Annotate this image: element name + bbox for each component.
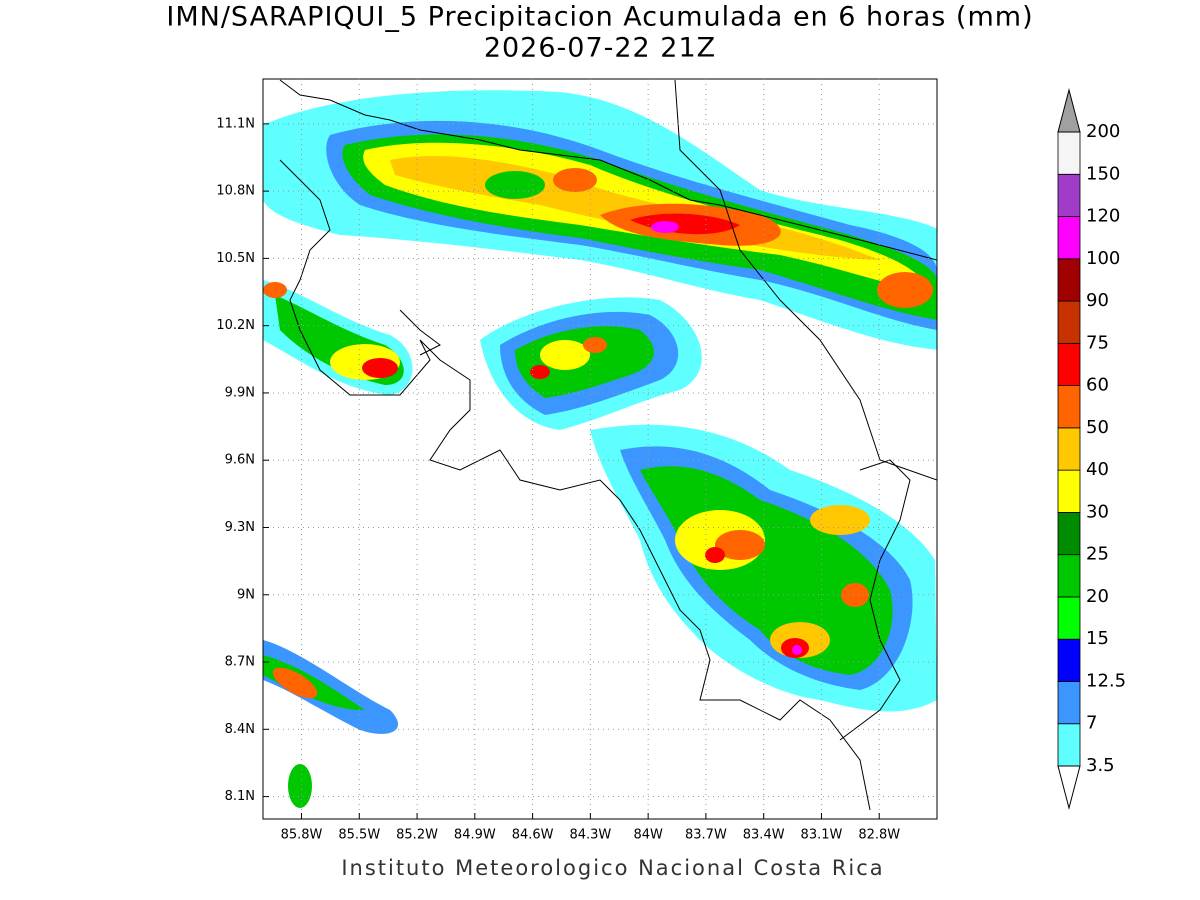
title: IMN/SARAPIQUI_5 Precipitacion Acumulada … bbox=[166, 2, 1033, 33]
colorbar-label: 50 bbox=[1086, 417, 1109, 438]
colorbar-bin bbox=[1057, 723, 1081, 767]
colorbar-label: 25 bbox=[1086, 544, 1109, 565]
coastline bbox=[279, 79, 937, 811]
x-tick-label: 83.7W bbox=[685, 828, 727, 843]
colorbar-over bbox=[1057, 88, 1081, 133]
y-tick-label: 8.4N bbox=[225, 722, 255, 737]
y-tick-label: 9.3N bbox=[225, 520, 255, 535]
colorbar-label: 40 bbox=[1086, 459, 1109, 480]
y-tick-label: 11.1N bbox=[216, 116, 255, 131]
footer: Instituto Meteorologico Nacional Costa R… bbox=[341, 856, 884, 880]
colorbar-bin bbox=[1057, 469, 1081, 513]
colorbar-bin bbox=[1057, 427, 1081, 471]
subtitle: 2026-07-22 21Z bbox=[484, 33, 716, 64]
colorbar-label: 15 bbox=[1086, 628, 1109, 649]
map-frame bbox=[262, 78, 938, 820]
colorbar-bin bbox=[1057, 638, 1081, 682]
x-tick-label: 83.4W bbox=[743, 828, 785, 843]
x-tick-label: 84.9W bbox=[454, 828, 496, 843]
axis-ticks: 85.8W 85.5W 85.2W 84.9W 84.6W 84.3W 84W 83.7W 83… bbox=[216, 116, 900, 842]
colorbar-label: 100 bbox=[1086, 248, 1120, 269]
colorbar-bin bbox=[1057, 131, 1081, 175]
y-tick-label: 10.2N bbox=[216, 318, 255, 333]
x-tick-label: 83.1W bbox=[801, 828, 843, 843]
colorbar-label: 150 bbox=[1086, 163, 1120, 184]
colorbar-bin bbox=[1057, 554, 1081, 598]
y-tick-label: 10.5N bbox=[216, 251, 255, 266]
colorbar-label: 20 bbox=[1086, 586, 1109, 607]
colorbar-bin bbox=[1057, 216, 1081, 260]
colorbar-bin bbox=[1057, 512, 1081, 556]
colorbar-bin bbox=[1057, 258, 1081, 302]
x-tick-label: 84W bbox=[633, 828, 663, 843]
colorbar-bin bbox=[1057, 385, 1081, 429]
colorbar-label: 60 bbox=[1086, 375, 1109, 396]
colorbar-label: 12.5 bbox=[1086, 670, 1126, 691]
colorbar-label: 200 bbox=[1086, 121, 1120, 142]
y-tick-label: 9.6N bbox=[225, 453, 255, 468]
y-tick-label: 9.9N bbox=[225, 385, 255, 400]
colorbar-bin bbox=[1057, 173, 1081, 217]
x-tick-label: 85.5W bbox=[338, 828, 380, 843]
y-tick-label: 8.7N bbox=[225, 655, 255, 670]
colorbar-label: 7 bbox=[1086, 713, 1097, 734]
colorbar-bin bbox=[1057, 596, 1081, 640]
x-tick-label: 82.8W bbox=[858, 828, 900, 843]
colorbar-under bbox=[1057, 765, 1081, 810]
colorbar-label: 3.5 bbox=[1086, 755, 1115, 776]
y-tick-label: 9N bbox=[237, 587, 255, 602]
x-tick-label: 84.6W bbox=[512, 828, 554, 843]
grid bbox=[263, 79, 937, 819]
colorbar-bin bbox=[1057, 681, 1081, 725]
x-tick-label: 85.2W bbox=[396, 828, 438, 843]
colorbar: 3.5 7 12.5 15 20 25 30 40 50 60 75 90 100 120 150 200 bbox=[1057, 88, 1126, 810]
x-tick-label: 84.3W bbox=[569, 828, 611, 843]
colorbar-label: 120 bbox=[1086, 206, 1120, 227]
colorbar-bin bbox=[1057, 300, 1081, 344]
precipitation-field bbox=[263, 90, 937, 808]
colorbar-bin bbox=[1057, 342, 1081, 387]
colorbar-label: 90 bbox=[1086, 290, 1109, 311]
colorbar-label: 30 bbox=[1086, 501, 1109, 522]
colorbar-label: 75 bbox=[1086, 332, 1109, 353]
x-tick-label: 85.8W bbox=[281, 828, 323, 843]
y-tick-label: 10.8N bbox=[216, 184, 255, 199]
y-tick-label: 8.1N bbox=[225, 789, 255, 804]
